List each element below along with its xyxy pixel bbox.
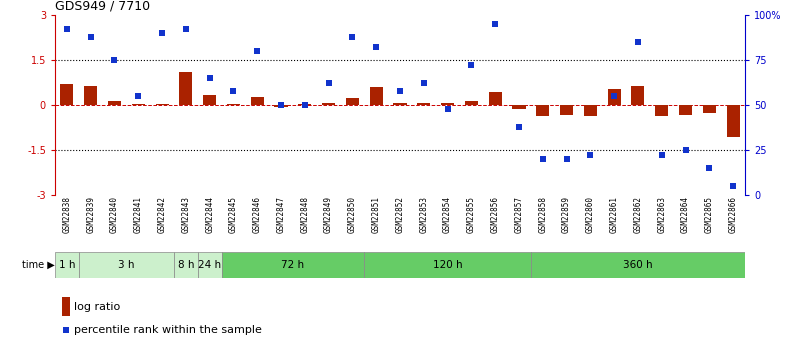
Bar [393,102,407,105]
Bar [274,105,288,107]
Bar [62,297,70,316]
Bar [346,98,359,105]
Text: percentile rank within the sample: percentile rank within the sample [74,325,262,335]
Bar [221,252,365,278]
Bar [465,100,478,105]
Bar [55,252,79,278]
Bar [702,105,716,114]
Text: 24 h: 24 h [198,260,221,270]
Bar [560,105,573,115]
Bar [489,91,501,105]
Text: 1 h: 1 h [59,260,75,270]
Text: time ▶: time ▶ [22,260,55,270]
Bar [60,84,74,105]
Bar [84,86,97,105]
Bar [655,105,668,116]
Bar [607,89,621,105]
Bar [198,252,221,278]
Bar [79,252,174,278]
Bar [631,86,645,105]
Bar [180,72,192,105]
Bar [203,95,216,105]
Bar [369,87,383,105]
Bar [322,103,335,105]
Bar [108,101,121,105]
Bar [536,105,549,116]
Bar [417,103,430,105]
Bar [441,103,454,105]
Text: 120 h: 120 h [433,260,463,270]
Text: 8 h: 8 h [178,260,194,270]
Text: GDS949 / 7710: GDS949 / 7710 [55,0,150,12]
Text: 3 h: 3 h [118,260,134,270]
Bar [531,252,745,278]
Bar [132,104,145,105]
Text: 72 h: 72 h [282,260,305,270]
Bar [584,105,597,116]
Bar [156,104,168,105]
Bar [727,105,740,137]
Text: 360 h: 360 h [623,260,653,270]
Bar [513,105,525,109]
Bar [251,97,263,105]
Text: log ratio: log ratio [74,302,120,312]
Bar [365,252,531,278]
Bar [679,105,692,115]
Bar [174,252,198,278]
